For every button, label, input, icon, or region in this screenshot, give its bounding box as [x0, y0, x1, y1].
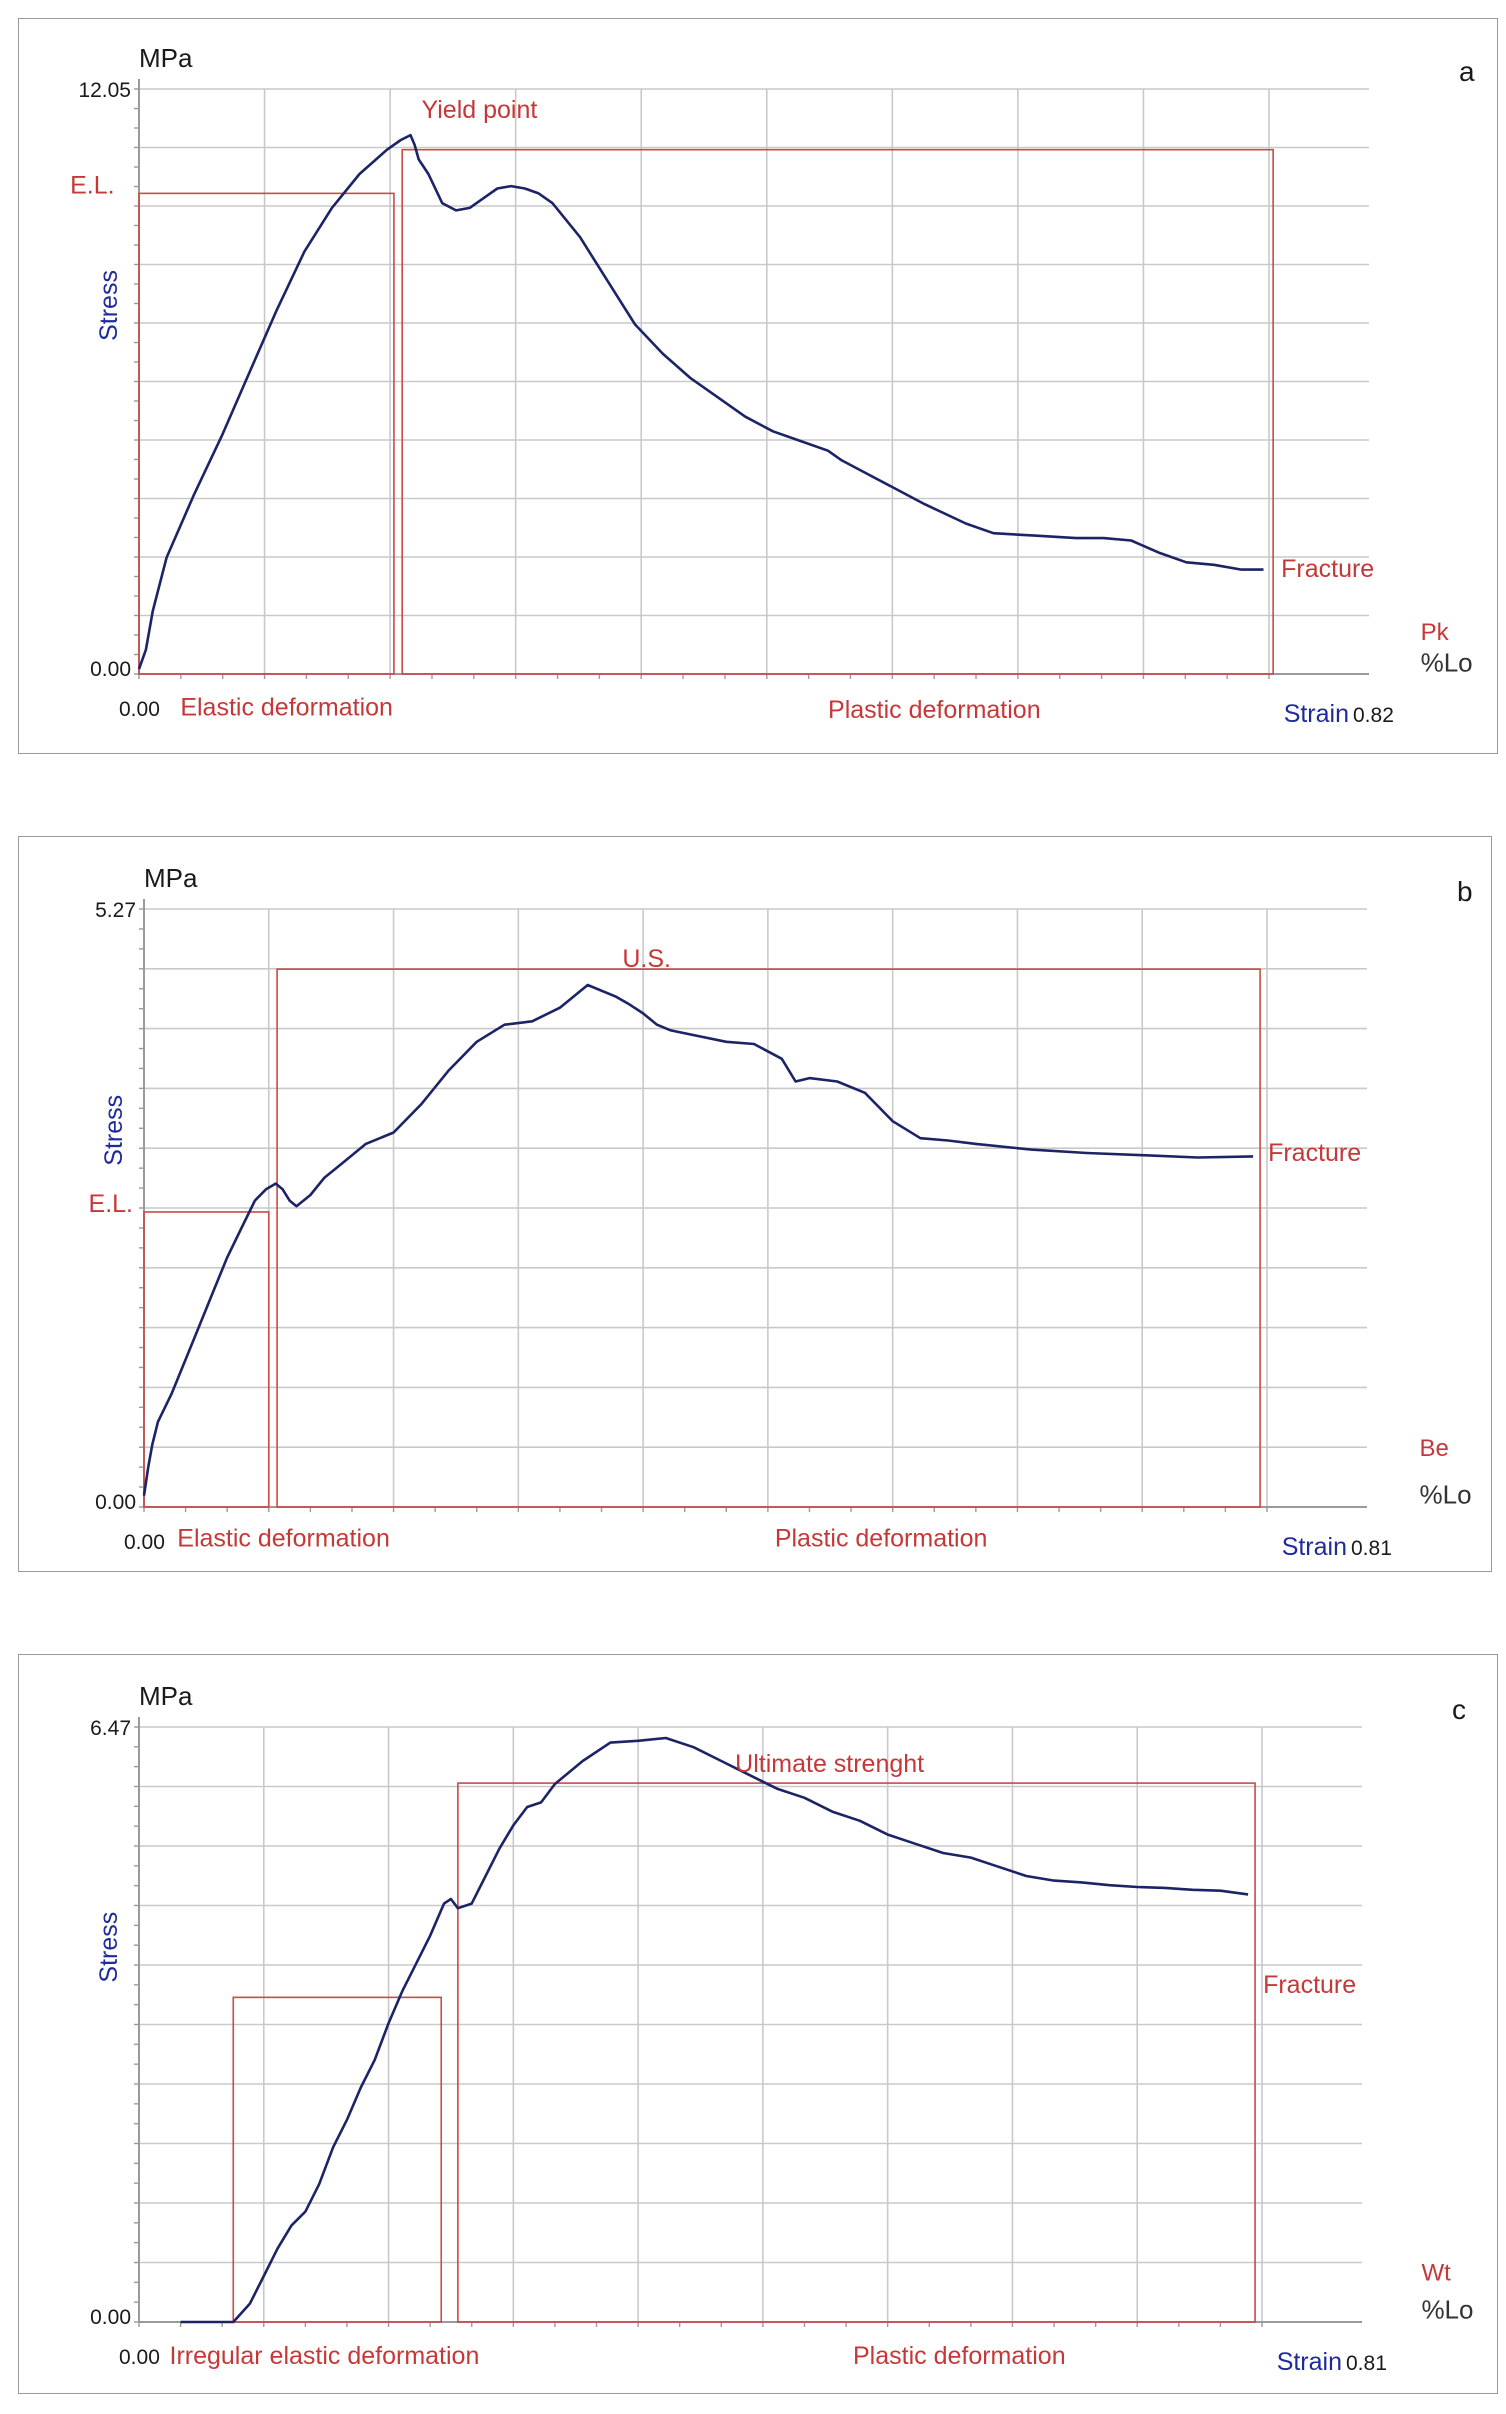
specimen-label: Be — [1420, 1435, 1449, 1462]
x-max-tick-label: 0.81 — [1346, 2352, 1387, 2375]
panel-label: b — [1457, 876, 1473, 907]
unit-label: MPa — [139, 1681, 193, 1711]
plastic-deformation-label: Plastic deformation — [828, 696, 1041, 724]
specimen-label: Wt — [1421, 2260, 1451, 2287]
elastic-limit-label: E.L. — [70, 171, 114, 199]
x-min-tick-label: 0.00 — [119, 2346, 160, 2369]
y-min-tick-label: 0.00 — [90, 658, 131, 681]
elastic-region-box — [232, 1996, 443, 2323]
y-max-tick-label: 6.47 — [90, 1717, 131, 1740]
x-unit-label: %Lo — [1421, 648, 1473, 678]
yield-point-label: Yield point — [422, 96, 538, 124]
y-min-tick-label: 0.00 — [95, 1491, 136, 1514]
plastic-region-box — [276, 968, 1261, 1508]
fracture-label: Fracture — [1268, 1139, 1361, 1167]
y-max-tick-label: 12.05 — [78, 79, 131, 102]
fracture-label: Fracture — [1263, 1971, 1356, 1999]
stress-strain-curve — [180, 1736, 1249, 2324]
elastic-region-box — [138, 192, 395, 675]
y-axis-label: Stress — [95, 270, 123, 341]
stress-strain-curve — [137, 133, 1264, 670]
x-axis-label: Strain — [1282, 1533, 1347, 1561]
elastic-limit-label: E.L. — [89, 1190, 133, 1218]
unit-label: MPa — [139, 43, 193, 73]
chart-panel-c: MPa 6.47 0.00 0.00 0.81 Strain Stress c Wt %Lo Ult… — [18, 1654, 1498, 2394]
chart-panel-b: MPa 5.27 0.00 0.00 0.81 Strain Stress b Be %Lo E.L… — [18, 836, 1492, 1572]
elastic-deformation-label: Elastic deformation — [180, 694, 393, 722]
elastic-deformation-label: Elastic deformation — [177, 1525, 390, 1553]
y-min-tick-label: 0.00 — [90, 2306, 131, 2329]
x-axis-label: Strain — [1277, 2348, 1342, 2376]
plastic-region-box — [457, 1782, 1256, 2323]
x-axis-label: Strain — [1284, 700, 1349, 728]
x-max-tick-label: 0.81 — [1351, 1537, 1392, 1560]
fracture-label: Fracture — [1281, 555, 1374, 583]
y-axis-label: Stress — [100, 1095, 128, 1166]
plastic-region-box — [401, 148, 1274, 675]
x-unit-label: %Lo — [1420, 1480, 1472, 1510]
y-max-tick-label: 5.27 — [95, 899, 136, 922]
ultimate-strength-label: Ultimate strenght — [735, 1750, 924, 1778]
elastic-region-box — [143, 1211, 270, 1508]
unit-label: MPa — [144, 863, 198, 893]
ultimate-strength-label: U.S. — [622, 945, 671, 973]
elastic-deformation-label: Irregular elastic deformation — [170, 2342, 480, 2370]
chart-panel-a: MPa 12.05 0.00 0.00 0.82 Strain Stress a Pk %Lo E.… — [18, 18, 1498, 754]
stress-strain-curve — [142, 983, 1254, 1496]
x-unit-label: %Lo — [1421, 2294, 1473, 2324]
x-max-tick-label: 0.82 — [1353, 704, 1394, 727]
panel-label: a — [1459, 56, 1475, 87]
plastic-deformation-label: Plastic deformation — [853, 2342, 1066, 2370]
x-min-tick-label: 0.00 — [119, 698, 160, 721]
panel-label: c — [1452, 1694, 1466, 1725]
plastic-deformation-label: Plastic deformation — [775, 1525, 988, 1553]
x-min-tick-label: 0.00 — [124, 1531, 165, 1554]
y-axis-label: Stress — [95, 1912, 123, 1983]
specimen-label: Pk — [1421, 619, 1450, 646]
